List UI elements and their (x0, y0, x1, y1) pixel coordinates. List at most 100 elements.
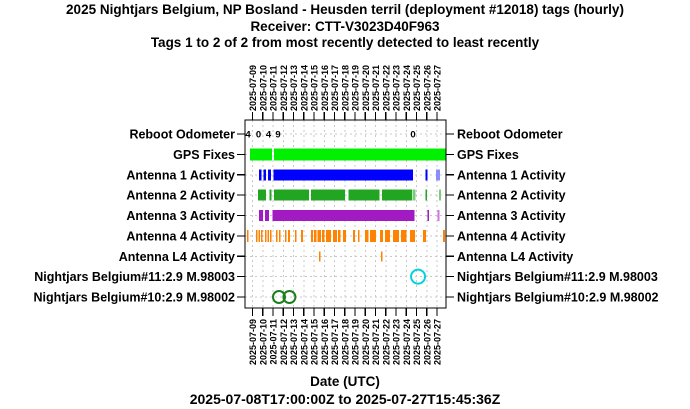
date-label-top: 2025-07-11 (269, 65, 279, 111)
date-label-top: 2025-07-09 (248, 65, 258, 111)
row-label-left: Nightjars Belgium#10:2.9 M.98002 (34, 291, 236, 305)
activity-bar-segment (272, 210, 415, 221)
date-label-bottom: 2025-07-17 (330, 319, 340, 365)
plot-border (244, 119, 447, 309)
row-label-left: Antenna 3 Activity (126, 209, 235, 223)
activity-bar-segment (385, 229, 390, 242)
activity-bar-segment (258, 189, 266, 201)
date-label-top: 2025-07-12 (279, 65, 289, 111)
date-label-bottom: 2025-07-20 (361, 319, 371, 365)
activity-bar-segment (422, 229, 426, 242)
chart-title: 2025 Nightjars Belgium, NP Bosland - Heu… (66, 2, 624, 17)
activity-bar-segment (273, 148, 446, 161)
date-label-top: 2025-07-24 (402, 65, 412, 111)
activity-bar-segment (273, 189, 309, 201)
date-label-top: 2025-07-14 (299, 65, 309, 111)
date-label-top: 2025-07-26 (422, 65, 432, 111)
row-label-right: Antenna 1 Activity (457, 168, 566, 182)
date-label-top: 2025-07-23 (392, 65, 402, 111)
activity-bar-segment (326, 229, 332, 242)
activity-bar-segment (269, 189, 272, 201)
chart-subtitle: Tags 1 to 2 of 2 from most recently dete… (150, 35, 540, 50)
date-label-bottom: 2025-07-15 (310, 319, 320, 365)
date-label-top: 2025-07-27 (433, 65, 443, 111)
row-label-left: Antenna 2 Activity (126, 189, 235, 203)
row-label-left: GPS Fixes (173, 148, 235, 162)
receiver-id: Receiver: CTT-V3023D40F963 (250, 19, 440, 34)
activity-bar-segment (317, 229, 321, 242)
activity-bar-segment (265, 229, 267, 242)
activity-bar-segment (269, 229, 272, 242)
date-label-bottom: 2025-07-14 (299, 319, 309, 365)
date-label-top: 2025-07-21 (371, 65, 381, 111)
activity-bar-segment (410, 229, 416, 242)
date-label-bottom: 2025-07-27 (433, 319, 443, 365)
activity-bar-segment (261, 229, 263, 242)
activity-bar-segment (392, 229, 399, 242)
activity-bar-segment (265, 210, 269, 221)
activity-bar-segment (318, 251, 321, 262)
reboot-odometer-value: 0 (410, 130, 415, 141)
date-label-bottom: 2025-07-13 (289, 319, 299, 365)
activity-bar-segment (273, 169, 414, 181)
tag-detection-circle (271, 290, 286, 304)
activity-bar-segment (357, 229, 360, 242)
activity-bar-segment (425, 189, 427, 201)
activity-bar-segment (412, 189, 416, 201)
row-label-right: Antenna 2 Activity (457, 189, 566, 203)
reboot-odometer-value: 0 (256, 130, 261, 141)
activity-bar-segment (263, 169, 266, 181)
activity-bar-segment (310, 229, 313, 242)
activity-bar-segment (348, 189, 380, 201)
activity-bar-segment (380, 229, 384, 242)
x-axis-label: Date (UTC) (310, 374, 380, 389)
activity-bar-segment (267, 229, 269, 242)
date-label-bottom: 2025-07-16 (320, 319, 330, 365)
reboot-odometer-value: 9 (275, 130, 280, 141)
activity-bar-segment (442, 229, 445, 242)
activity-bar-segment (284, 229, 287, 242)
date-label-top: 2025-07-15 (310, 65, 320, 111)
activity-bar-segment (427, 210, 429, 221)
date-label-bottom: 2025-07-12 (279, 319, 289, 365)
activity-bar-segment (352, 229, 355, 242)
date-label-top: 2025-07-13 (289, 65, 299, 111)
activity-bar-segment (278, 229, 281, 242)
row-label-right: Antenna 4 Activity (457, 229, 566, 243)
date-label-bottom: 2025-07-19 (351, 319, 361, 365)
date-label-bottom: 2025-07-21 (371, 319, 381, 365)
activity-bar-segment (438, 189, 441, 201)
date-label-top: 2025-07-18 (340, 65, 350, 111)
activity-bar-segment (295, 229, 297, 242)
activity-bar-segment (267, 169, 271, 181)
date-label-top: 2025-07-10 (258, 65, 268, 111)
date-label-bottom: 2025-07-18 (340, 319, 350, 365)
tag-detection-circle (410, 268, 427, 285)
activity-bar-segment (259, 169, 262, 181)
activity-bar-segment (250, 148, 272, 161)
row-label-left: Antenna 1 Activity (126, 168, 235, 182)
activity-bar-segment (382, 189, 413, 201)
date-label-top: 2025-07-25 (412, 65, 422, 111)
date-label-bottom: 2025-07-11 (269, 319, 279, 365)
row-label-right: Nightjars Belgium#11:2.9 M.98003 (457, 270, 658, 284)
activity-bar-segment (275, 229, 278, 242)
row-label-right: Antenna 3 Activity (457, 209, 566, 223)
activity-bar-segment (321, 229, 325, 242)
row-label-right: Nightjars Belgium#10:2.9 M.98002 (457, 291, 659, 305)
row-label-left: Antenna L4 Activity (119, 250, 235, 264)
activity-bar-segment (425, 169, 428, 181)
activity-bar-segment (313, 229, 317, 242)
activity-bar-segment (258, 229, 261, 242)
date-label-bottom: 2025-07-25 (412, 319, 422, 365)
activity-bar-segment (435, 169, 440, 181)
activity-bar-segment (259, 210, 264, 221)
date-label-bottom: 2025-07-26 (422, 319, 432, 365)
activity-bar-segment (301, 229, 304, 242)
date-label-bottom: 2025-07-09 (248, 319, 258, 365)
activity-bar-segment (370, 229, 377, 242)
date-label-top: 2025-07-20 (361, 65, 371, 111)
activity-bar-segment (364, 229, 369, 242)
date-label-top: 2025-07-17 (330, 65, 340, 111)
